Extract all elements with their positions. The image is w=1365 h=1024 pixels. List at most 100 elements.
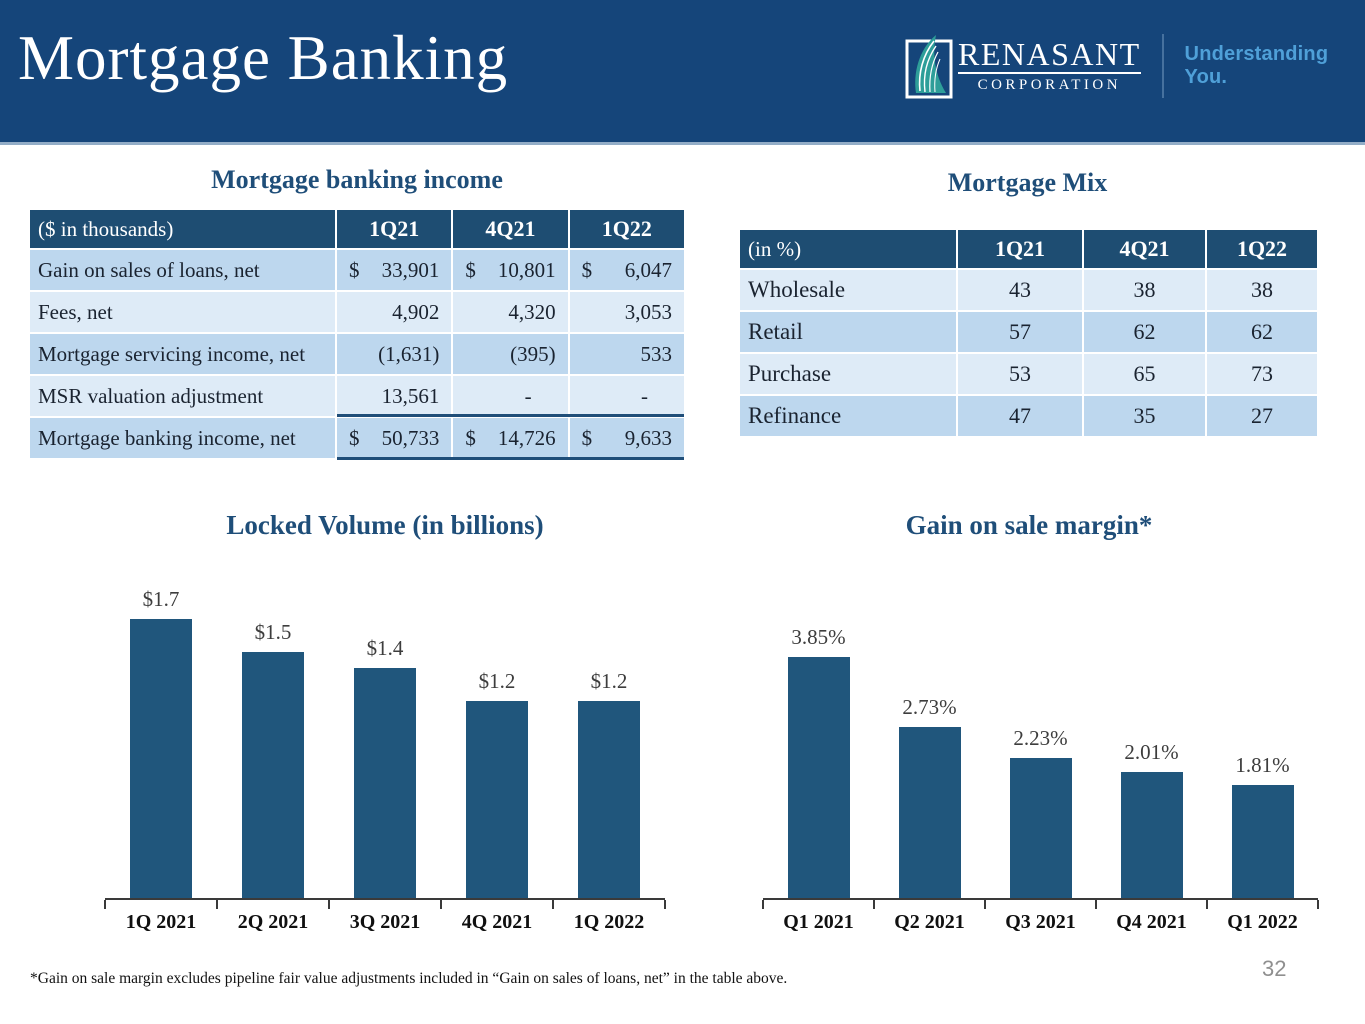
renasant-logo: RENASANT CORPORATION Understanding You. (905, 33, 1365, 99)
mix-column-header: 1Q21 (958, 230, 1082, 268)
mix-value-cell: 47 (958, 396, 1082, 436)
x-axis-category-label: Q2 2021 (894, 911, 965, 933)
bar-value-label: $1.7 (142, 586, 180, 611)
bar-value-label: 2.73% (902, 694, 957, 719)
renasant-leaf-icon (905, 35, 953, 99)
logo-tagline: Understanding You. (1184, 43, 1329, 88)
page-number: 32 (1262, 956, 1287, 981)
income-units-header: ($ in thousands) (30, 210, 335, 248)
mix-row-label: Retail (740, 312, 956, 352)
total-row-bottom-rule (337, 457, 684, 460)
bar (898, 726, 961, 898)
income-column-header: 1Q21 (337, 210, 452, 248)
mix-value-cell: 27 (1207, 396, 1317, 436)
mix-value-cell: 35 (1084, 396, 1205, 436)
x-axis-ticks (104, 900, 666, 909)
bar-value-label: $1.2 (478, 668, 516, 693)
locked-volume-chart: Locked Volume (in billions) $1.7 $1.5 $1… (85, 505, 685, 934)
mix-column-header: 1Q22 (1207, 230, 1317, 268)
income-row-label: Gain on sales of loans, net (30, 250, 335, 290)
x-axis-category-label: Q4 2021 (1116, 911, 1187, 933)
bar (130, 618, 192, 898)
bar (242, 651, 304, 898)
mix-value-cell: 73 (1207, 354, 1317, 394)
bar-slot: $1.7 (105, 587, 217, 898)
income-value-cell: $33,901 (337, 250, 452, 290)
income-value-cell: 4,902 (337, 292, 452, 332)
bar-slot: 3.85% (763, 625, 874, 898)
income-column-header: 1Q22 (569, 210, 684, 248)
income-value-cell: 4,320 (453, 292, 568, 332)
bar (1231, 784, 1294, 898)
x-axis-category-label: Q1 2022 (1227, 911, 1298, 933)
income-value-cell: (1,631) (337, 334, 452, 374)
x-axis-category-label: 1Q 2021 (125, 911, 197, 933)
bar-value-label: 2.23% (1013, 726, 1068, 751)
income-value-cell: (395) (453, 334, 568, 374)
income-row-label: Mortgage banking income, net (30, 418, 335, 458)
bar-value-label: 2.01% (1124, 739, 1179, 764)
bar (578, 700, 640, 898)
income-value-cell: - (453, 376, 568, 416)
income-value-cell: 533 (569, 334, 684, 374)
bar-value-label: $1.2 (590, 668, 628, 693)
mix-value-cell: 38 (1084, 270, 1205, 310)
income-value-cell: 3,053 (569, 292, 684, 332)
mix-value-cell: 53 (958, 354, 1082, 394)
income-table: ($ in thousands) 1Q21 4Q21 1Q22 Gain on sale… (30, 210, 684, 460)
bar-slot: $1.5 (217, 620, 329, 898)
x-axis-category-label: 4Q 2021 (461, 911, 533, 933)
income-row-label: Fees, net (30, 292, 335, 332)
x-axis-category-label: 3Q 2021 (349, 911, 421, 933)
total-row-top-rule (337, 414, 684, 417)
bar-slot: $1.4 (329, 636, 441, 898)
bar (1120, 771, 1183, 898)
gain-on-sale-margin-chart: Gain on sale margin* 3.85% 2.73% 2.23% 2… (740, 505, 1319, 934)
bar-slot: 2.23% (985, 726, 1096, 898)
x-axis-category-label: 1Q 2022 (573, 911, 645, 933)
locked-volume-plot: $1.7 $1.5 $1.4 $1.2 $1.2 (105, 553, 665, 900)
mix-column-header: 4Q21 (1084, 230, 1205, 268)
income-value-cell: $14,726 (453, 418, 568, 458)
logo-name: RENASANT (958, 37, 1141, 75)
income-row-label: Mortgage servicing income, net (30, 334, 335, 374)
income-value-cell: $50,733 (337, 418, 452, 458)
income-row-label: MSR valuation adjustment (30, 376, 335, 416)
income-value-cell: - (569, 376, 684, 416)
income-column-header: 4Q21 (453, 210, 568, 248)
bar-slot: $1.2 (441, 669, 553, 898)
bar-value-label: $1.4 (366, 636, 404, 660)
slide-header: Mortgage Banking RENASANT CORPORATION Un… (0, 0, 1365, 145)
mix-value-cell: 38 (1207, 270, 1317, 310)
x-axis-category-label: Q1 2021 (783, 911, 854, 933)
bar (787, 656, 850, 898)
mix-value-cell: 62 (1084, 312, 1205, 352)
mix-table: (in %) 1Q21 4Q21 1Q22 Wholesale 43 38 38 Retail 5… (740, 230, 1317, 436)
x-axis-labels: Q1 2021 Q2 2021 Q3 2021 Q4 2021 Q1 2022 (763, 911, 1318, 934)
mix-value-cell: 65 (1084, 354, 1205, 394)
x-axis-category-label: Q3 2021 (1005, 911, 1076, 933)
bar-slot: 2.01% (1096, 740, 1207, 898)
bar (1009, 758, 1072, 898)
bar-value-label: $1.5 (254, 619, 292, 644)
mix-value-cell: 57 (958, 312, 1082, 352)
x-axis-category-label: 2Q 2021 (237, 911, 309, 933)
logo-subtitle: CORPORATION (977, 77, 1122, 94)
x-axis-labels: 1Q 2021 2Q 2021 3Q 2021 4Q 2021 1Q 2022 (105, 911, 665, 934)
bar (466, 700, 528, 898)
locked-volume-chart-title: Locked Volume (in billions) (226, 510, 544, 540)
bar-slot: 2.73% (874, 695, 985, 898)
gain-on-sale-margin-chart-title: Gain on sale margin* (905, 510, 1153, 540)
gain-on-sale-margin-plot: 3.85% 2.73% 2.23% 2.01% 1.81% (763, 553, 1318, 900)
bar (354, 668, 416, 898)
mix-units-header: (in %) (740, 230, 956, 268)
footnote: *Gain on sale margin excludes pipeline f… (30, 970, 788, 987)
mix-value-cell: 62 (1207, 312, 1317, 352)
slide-title: Mortgage Banking (18, 23, 509, 93)
income-value-cell: $6,047 (569, 250, 684, 290)
income-table-title: Mortgage banking income (211, 165, 503, 194)
x-axis-ticks (762, 900, 1319, 909)
bar-slot: 1.81% (1207, 753, 1318, 898)
bar-slot: $1.2 (553, 669, 665, 898)
